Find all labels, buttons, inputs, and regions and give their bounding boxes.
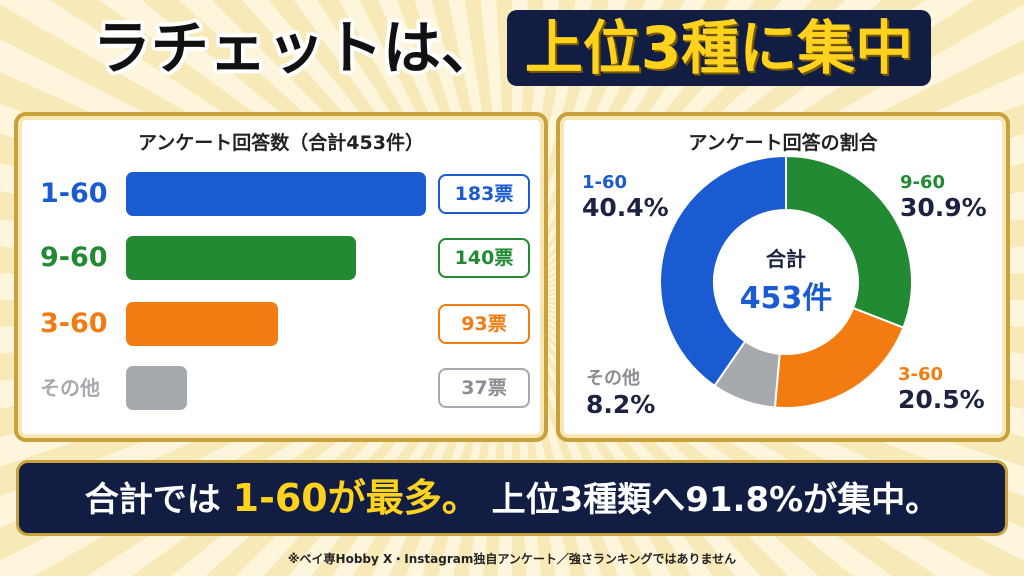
summary-banner: 合計では 1-60が最多。 上位3種類へ91.8%が集中。 [16,460,1008,536]
title-part2: 上位3種に集中 [506,10,932,86]
bar-category-label: 3-60 [40,308,108,339]
donut-category-label: 1-60 [582,172,628,193]
donut-category-label: 3-60 [898,364,944,385]
donut-slice [785,154,913,329]
source-note: ※ベイ専Hobby X・Instagram独自アンケート／強さランキングではあり… [287,552,737,566]
bar-value-badge: 183票 [438,174,530,214]
donut-percent-label: 30.9% [900,193,987,222]
title-part1: ラチェットは、 [92,14,499,82]
donut-category-label: 9-60 [900,172,946,193]
donut-percent-label: 40.4% [582,193,669,222]
donut-percent-label: 20.5% [898,385,985,414]
bar-value-badge: 37票 [438,368,530,408]
donut-chart-panel: アンケート回答の割合 合計 453件 1-60 40.4% 9-60 30.9% 3-60… [556,112,1010,442]
donut-percent-label: 8.2% [586,390,656,419]
donut-center-value: 453件 [740,281,833,316]
donut-chart: 合計 453件 [659,154,913,409]
page-title: ラチェットは、 上位3種に集中 [0,6,1024,90]
bar-row: その他 37票 [18,366,544,410]
summary-text-after: 上位3種類へ91.8%が集中。 [491,480,940,520]
bar-row: 3-60 93票 [18,302,544,346]
summary-text-before: 合計では [84,480,221,520]
donut-legend-label: 1-60 40.4% [582,172,669,222]
donut-center-label: 合計 [766,247,806,271]
donut-chart-title: アンケート回答の割合 [688,132,878,154]
bar-row: 1-60 183票 [18,172,544,216]
donut-category-label: その他 [586,368,640,389]
bar-category-label: その他 [40,376,100,400]
bar-chart-title: アンケート回答数（合計453件） [138,132,424,154]
bar-category-label: 1-60 [40,178,108,209]
bar-value-badge: 93票 [438,304,530,344]
bar-category-label: 9-60 [40,242,108,273]
donut-slice [773,306,905,409]
bar-row: 9-60 140票 [18,236,544,280]
donut-slice [659,154,787,388]
bar [126,236,356,280]
bar [126,366,187,410]
summary-highlight: 1-60が最多。 [232,476,480,520]
bar [126,172,426,216]
donut-legend-label: その他 8.2% [586,364,655,419]
donut-legend-label: 9-60 30.9% [900,172,987,222]
bar-value-badge: 140票 [438,238,530,278]
bar-chart-panel: アンケート回答数（合計453件） 1-60 183票 9-60 140票 3-60 93票… [14,112,548,442]
bar [126,302,279,346]
donut-legend-label: 3-60 20.5% [898,364,985,414]
